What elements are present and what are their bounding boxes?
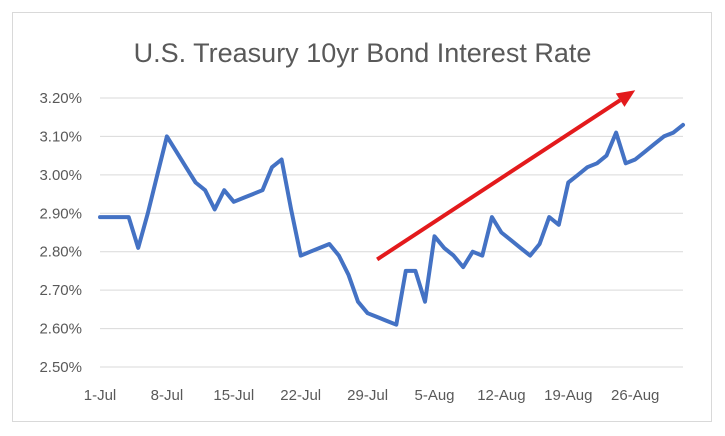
x-tick-label: 22-Jul: [280, 387, 321, 404]
annotations: [376, 90, 636, 262]
y-tick-label: 3.00%: [39, 167, 82, 184]
x-tick-label: 26-Aug: [611, 387, 659, 404]
x-axis-tick-labels: 1-Jul 8-Jul 15-Jul 22-Jul 29-Jul 5-Aug 12-Aug 1…: [84, 387, 660, 404]
y-tick-label: 2.60%: [39, 321, 82, 338]
gridlines: [100, 97, 683, 368]
x-tick-label: 5-Aug: [414, 387, 454, 404]
y-axis-tick-labels: 2.50% 2.60% 2.70% 2.80% 2.90% 3.00% 3.10% 3.20%: [39, 90, 82, 376]
y-tick-label: 2.90%: [39, 205, 82, 222]
y-tick-label: 2.70%: [39, 282, 82, 299]
x-tick-label: 29-Jul: [347, 387, 388, 404]
x-tick-label: 12-Aug: [477, 387, 525, 404]
x-tick-label: 1-Jul: [84, 387, 117, 404]
y-tick-label: 2.80%: [39, 244, 82, 261]
x-tick-label: 8-Jul: [151, 387, 184, 404]
y-tick-label: 3.20%: [39, 90, 82, 107]
chart-title: U.S. Treasury 10yr Bond Interest Rate: [133, 38, 592, 68]
x-tick-label: 15-Jul: [213, 387, 254, 404]
x-tick-label: 19-Aug: [544, 387, 592, 404]
series-line: [98, 122, 685, 327]
trend-arrow-shaft: [376, 98, 622, 262]
trend-arrow-head: [615, 90, 636, 107]
y-tick-label: 3.10%: [39, 128, 82, 145]
y-tick-label: 2.50%: [39, 359, 82, 376]
